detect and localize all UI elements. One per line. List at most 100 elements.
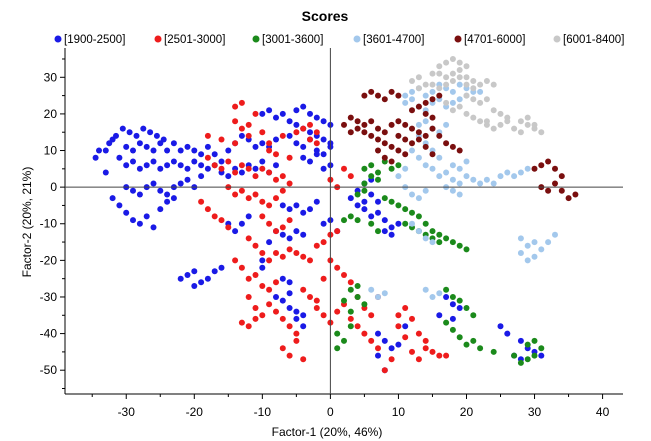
series-2 [334,158,545,366]
data-point [429,70,436,77]
data-point [402,99,409,106]
data-point [456,305,463,311]
data-point [273,308,279,315]
data-point [354,217,361,224]
series-3 [368,81,558,300]
legend-label: [3001-3600] [262,34,323,46]
data-point [470,114,477,121]
data-point [443,319,450,326]
data-point [443,121,450,128]
data-point [415,121,422,128]
data-point [300,286,307,293]
data-point [443,169,450,176]
data-point [449,143,456,150]
data-point [395,312,402,319]
data-point [307,206,313,213]
data-point [565,195,572,202]
data-point [191,158,198,165]
data-point [286,206,293,213]
data-point [150,224,157,231]
data-point [517,169,524,176]
data-point [449,99,456,106]
data-point [490,125,497,132]
data-point [449,301,456,308]
data-point [552,165,558,172]
data-point [164,147,171,154]
data-point [470,85,477,92]
data-point [429,125,436,132]
data-point [273,279,279,286]
data-point [232,191,239,198]
data-point [245,235,252,242]
data-point [286,180,293,187]
legend-item: [6001-8400] [553,34,624,46]
data-point [218,158,225,165]
data-point [395,162,402,169]
data-point [211,162,218,169]
data-point [354,283,361,289]
x-tick-label: 0 [327,405,334,419]
data-point [402,165,409,172]
data-point [313,114,320,121]
x-tick-label: 30 [528,405,542,419]
y-tick-label: 30 [44,70,58,84]
data-point [279,231,286,238]
data-point [164,191,171,198]
data-point [204,165,211,172]
data-point [177,147,184,154]
data-point [136,191,143,198]
data-point [402,136,409,143]
data-point [245,213,252,220]
data-point [477,81,484,88]
data-point [422,345,429,352]
data-point [381,154,388,161]
data-point [490,107,497,114]
data-point [143,143,150,150]
data-point [409,147,415,154]
data-point [153,132,160,139]
data-point [443,99,450,106]
data-point [456,96,463,103]
data-point [409,220,415,227]
data-point [300,231,307,238]
data-point [313,305,320,311]
data-point [409,78,415,84]
data-point [143,213,150,220]
data-point [259,250,266,256]
data-point [409,107,415,114]
data-point [286,154,293,161]
data-point [422,92,429,99]
data-point [449,162,456,169]
data-point [388,88,395,95]
data-point [313,242,320,249]
data-point [198,151,205,158]
data-point [375,125,381,132]
data-point [531,121,538,128]
data-point [436,154,443,161]
data-point [436,70,443,77]
data-point [361,198,368,205]
data-point [232,257,239,264]
x-tick-label: 40 [596,405,610,419]
data-point [102,169,109,176]
data-point [415,136,422,143]
data-point [286,290,293,297]
data-point [266,147,273,154]
data-point [232,103,239,110]
legend-marker [154,35,162,43]
data-point [483,96,490,103]
data-point [119,125,126,132]
data-point [279,224,286,231]
data-point [334,228,341,235]
data-point [252,272,259,278]
data-point [477,99,484,106]
data-point [238,264,245,271]
data-point [368,312,375,319]
data-point [286,323,293,330]
data-point [313,151,320,158]
data-point [368,220,375,227]
series-1 [198,99,450,374]
data-point [429,165,436,172]
data-point [517,250,524,256]
data-point [150,158,157,165]
